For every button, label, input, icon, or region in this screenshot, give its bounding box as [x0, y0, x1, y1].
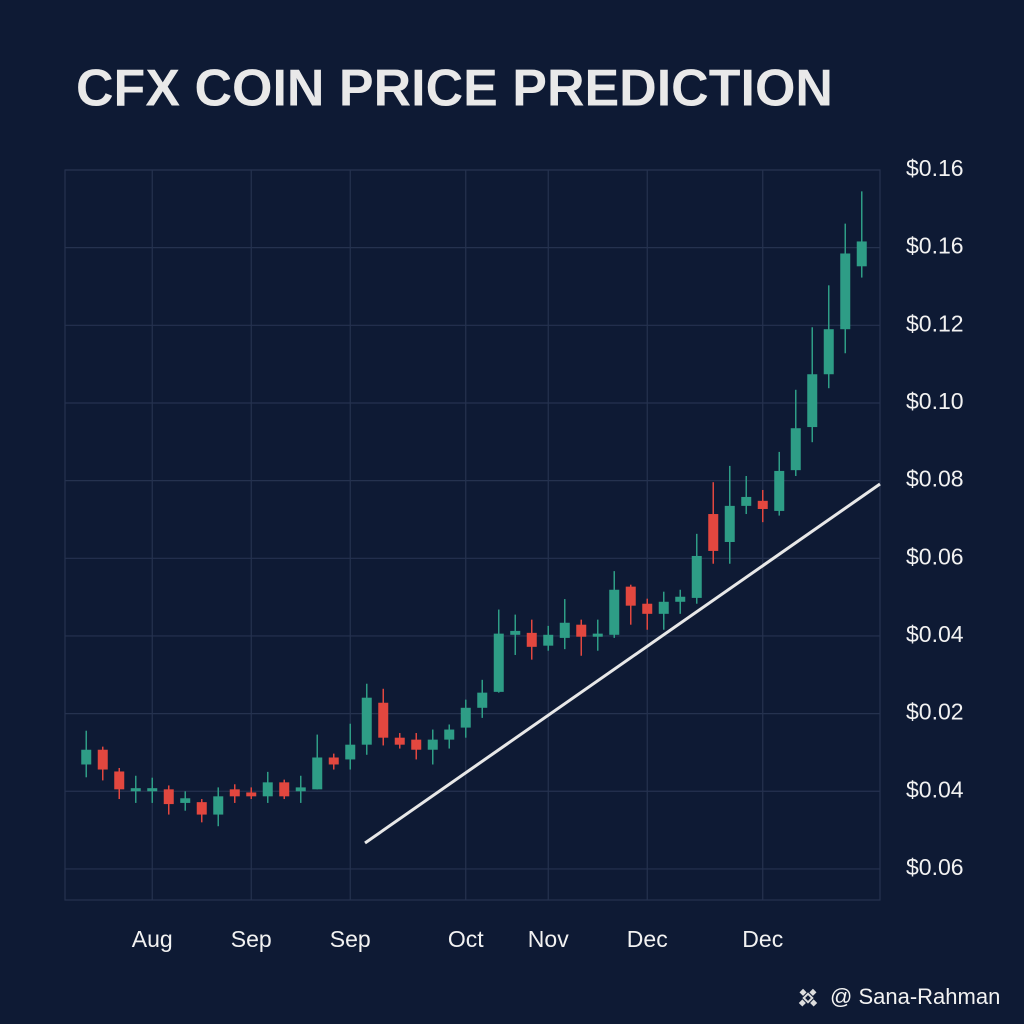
y-tick-label: $0.04 [906, 621, 964, 647]
candle-body [180, 798, 191, 803]
candle-body [807, 374, 818, 428]
y-tick-label: $0.02 [906, 699, 964, 725]
candle-body [543, 634, 554, 646]
candle-body [81, 749, 92, 765]
candle-body [609, 589, 620, 635]
x-tick-label: Aug [132, 926, 173, 952]
candle-body [279, 782, 290, 797]
x-tick-label: Dec [627, 926, 668, 952]
candle-body [526, 632, 537, 647]
candle-body [460, 707, 471, 728]
candle-body [642, 603, 653, 614]
candle-body [97, 749, 108, 770]
y-tick-label: $0.10 [906, 388, 964, 414]
candle-body [361, 697, 372, 745]
y-tick-label: $0.06 [906, 543, 964, 569]
x-tick-label: Nov [528, 926, 569, 952]
y-tick-label: $0.04 [906, 776, 964, 802]
candle-body [790, 428, 801, 471]
candle-body [757, 500, 768, 509]
candle-body [708, 514, 719, 551]
plot-area: $0.16 $0.16 $0.12 $0.10 $0.08 $0.06 $0.04 $0.02… [65, 155, 964, 952]
candle-body [312, 757, 323, 790]
candle-body [823, 329, 834, 375]
candle-body [229, 789, 240, 797]
candle-body [592, 633, 603, 637]
candle-body [147, 788, 158, 792]
chart-title: CFX COIN PRICE PREDICTION [76, 60, 833, 118]
candle-body [493, 633, 504, 692]
candle-body [163, 789, 174, 805]
candle-body [411, 739, 422, 750]
candle-body [625, 586, 636, 606]
candle-body [394, 737, 405, 745]
candle-body [774, 470, 785, 511]
candle-body [262, 782, 273, 797]
candle-body [378, 702, 389, 738]
trend-line [364, 482, 881, 845]
candle-body [675, 596, 686, 602]
y-tick-label: $0.12 [906, 310, 964, 336]
candle-body [576, 624, 587, 637]
y-tick-label: $0.06 [906, 854, 964, 880]
candle-body [295, 787, 306, 792]
y-tick-label: $0.16 [906, 155, 964, 181]
y-tick-label: $0.16 [906, 233, 964, 259]
candle-body [130, 788, 141, 792]
candle-body [444, 729, 455, 740]
candle-body [328, 757, 339, 765]
candle-body [196, 802, 207, 815]
candle-body [658, 601, 669, 614]
candle-body [114, 771, 125, 790]
candle-body [840, 253, 851, 330]
candle-body [741, 496, 752, 506]
watermark-text: @ Sana-Rahman [830, 984, 1000, 1009]
candle-body [246, 792, 257, 797]
candle-body [724, 505, 735, 542]
y-tick-label: $0.08 [906, 466, 964, 492]
candle-body [691, 555, 702, 598]
candle-body [559, 622, 570, 638]
x-tick-label: Dec [742, 926, 783, 952]
x-tick-label: Oct [448, 926, 484, 952]
x-tick-label: Sep [330, 926, 371, 952]
candle-body [477, 692, 488, 708]
candle-body [856, 241, 867, 267]
candle-body [510, 630, 521, 635]
candle-body [427, 739, 438, 750]
candle-body [345, 744, 356, 760]
candle-body [213, 796, 224, 815]
x-tick-label: Sep [231, 926, 272, 952]
